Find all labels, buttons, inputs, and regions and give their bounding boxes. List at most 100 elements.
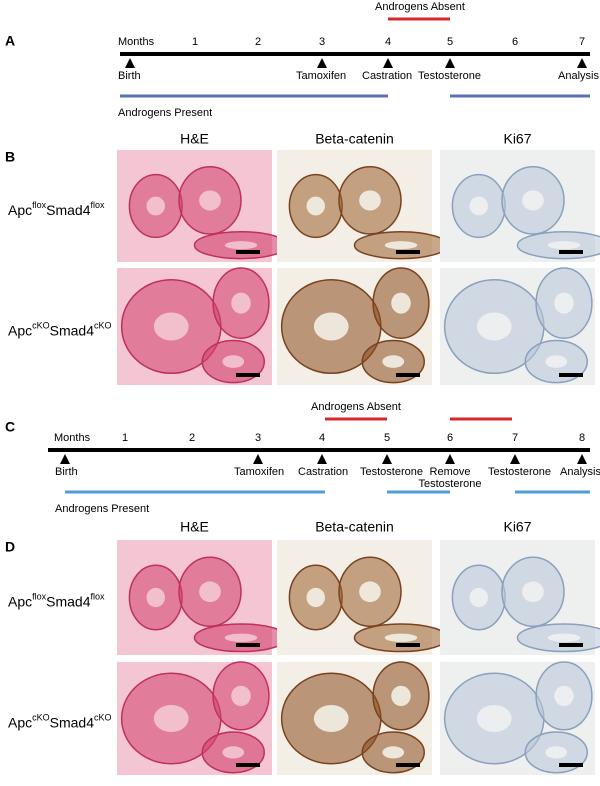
lumen [554, 686, 574, 706]
event-label: Remove [430, 466, 471, 478]
row-label-part: Smad4 [50, 322, 95, 338]
month: 1 [192, 36, 198, 48]
lumen [477, 312, 512, 340]
lumen [307, 588, 325, 607]
event-label: Testosterone [419, 478, 482, 490]
marker [60, 454, 70, 464]
lumen [382, 355, 404, 368]
month: 4 [385, 36, 391, 48]
row-label-part: cKO [32, 713, 50, 723]
event-label: Birth [118, 70, 141, 82]
marker [577, 58, 587, 68]
lumen [545, 746, 567, 758]
event-label: Testosterone [418, 70, 481, 82]
lumen [391, 686, 411, 706]
panel-label: C [5, 419, 15, 435]
panel-label: A [5, 33, 15, 49]
lumen [199, 581, 221, 602]
lumen [545, 355, 567, 368]
column-header: H&E [180, 131, 209, 147]
month: 6 [512, 36, 518, 48]
lumen [548, 241, 581, 249]
row-label: ApccKOSmad4cKO [8, 321, 112, 338]
scale-bar [559, 373, 583, 377]
footer: Androgens Present [118, 107, 212, 119]
scale-bar [396, 643, 420, 647]
lumen [199, 190, 221, 210]
panel-label: B [5, 149, 15, 165]
column-header: Beta-catenin [315, 519, 394, 535]
lumen [222, 746, 244, 758]
scale-bar [236, 643, 260, 647]
event-label: Analysis [560, 466, 600, 478]
month: 5 [384, 432, 390, 444]
lumen [548, 634, 581, 642]
column-header: Ki67 [503, 131, 531, 147]
row-label-part: Apc [8, 202, 32, 218]
scale-bar [396, 250, 420, 254]
lumen [147, 197, 165, 216]
event-label: Birth [55, 466, 78, 478]
lumen [225, 634, 258, 642]
scale-bar [396, 373, 420, 377]
lumen [147, 588, 165, 607]
lumen [307, 197, 325, 216]
month: 6 [447, 432, 453, 444]
lumen [391, 293, 411, 314]
row-label-part: flox [32, 592, 47, 602]
row-label-part: cKO [94, 321, 112, 331]
lumen [522, 581, 544, 602]
lumen [382, 746, 404, 758]
column-header: H&E [180, 519, 209, 535]
row-label-part: flox [91, 200, 106, 210]
month: 3 [319, 36, 325, 48]
lumen [314, 705, 349, 732]
scale-bar [236, 373, 260, 377]
lumen [359, 190, 381, 210]
lumen [154, 312, 189, 340]
row-label: ApcfloxSmad4flox [8, 200, 105, 217]
marker [125, 58, 135, 68]
axis-label: Months [54, 432, 91, 444]
marker [382, 454, 392, 464]
column-header: Ki67 [503, 519, 531, 535]
row-label-part: Apc [8, 714, 32, 730]
panel-label: D [5, 539, 15, 555]
row-label-part: cKO [32, 321, 50, 331]
marker [317, 454, 327, 464]
row-label: ApcfloxSmad4flox [8, 592, 105, 609]
row-label-part: flox [91, 592, 106, 602]
annotation: Androgens Absent [375, 1, 465, 13]
lumen [470, 197, 488, 216]
lumen [231, 293, 251, 314]
month: 2 [255, 36, 261, 48]
scale-bar [236, 250, 260, 254]
month: 1 [122, 432, 128, 444]
event-label: Tamoxifen [234, 466, 284, 478]
event-label: Testosterone [360, 466, 423, 478]
row-label-part: flox [32, 200, 47, 210]
annotation: Androgens Absent [311, 401, 401, 413]
month: 5 [447, 36, 453, 48]
lumen [385, 241, 418, 249]
lumen [522, 190, 544, 210]
row-label-part: Smad4 [50, 714, 95, 730]
marker [253, 454, 263, 464]
month: 7 [512, 432, 518, 444]
scale-bar [396, 763, 420, 767]
row-label-part: Smad4 [46, 202, 91, 218]
row-label-part: Apc [8, 322, 32, 338]
month: 8 [579, 432, 585, 444]
scale-bar [236, 763, 260, 767]
event-label: Castration [362, 70, 412, 82]
marker [317, 58, 327, 68]
lumen [359, 581, 381, 602]
lumen [222, 355, 244, 368]
lumen [225, 241, 258, 249]
lumen [477, 705, 512, 732]
month: 3 [255, 432, 261, 444]
row-label-part: Smad4 [46, 593, 91, 609]
marker [577, 454, 587, 464]
column-header: Beta-catenin [315, 131, 394, 147]
